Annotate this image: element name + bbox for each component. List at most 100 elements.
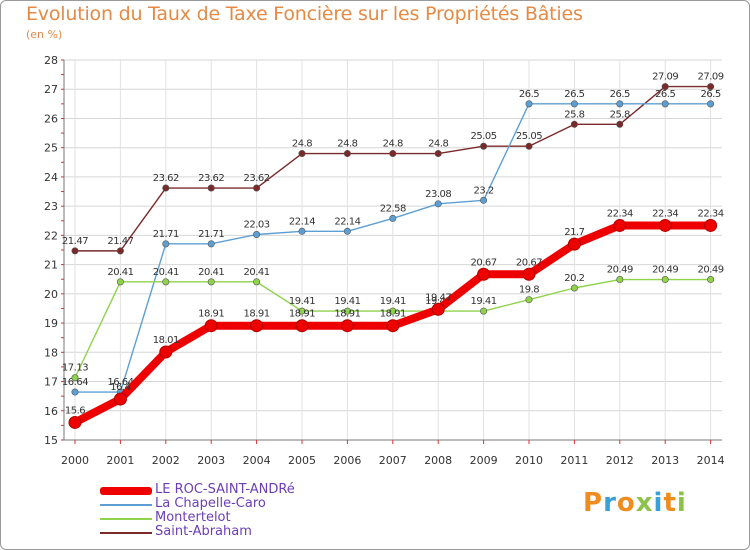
data-label: 23.62 — [244, 173, 270, 184]
data-label: 18.91 — [198, 309, 224, 320]
data-label: 16.64 — [107, 377, 133, 388]
data-label: 26.5 — [564, 89, 584, 100]
data-label: 19.41 — [289, 296, 315, 307]
x-tick-label: 2012 — [606, 454, 634, 467]
data-label: 23.08 — [425, 189, 451, 200]
y-tick-label: 22 — [44, 229, 58, 242]
data-label: 19.41 — [471, 296, 497, 307]
data-point — [661, 276, 669, 284]
data-label: 24.8 — [428, 139, 448, 150]
y-tick-label: 25 — [44, 142, 58, 155]
data-point — [616, 276, 624, 284]
data-point — [477, 267, 491, 281]
data-point — [340, 319, 354, 333]
data-label: 22.14 — [334, 216, 360, 227]
data-label: 20.67 — [471, 257, 497, 268]
data-point — [389, 307, 397, 315]
data-point — [616, 120, 624, 128]
data-label: 22.34 — [652, 208, 678, 219]
data-point — [707, 276, 715, 284]
data-point — [616, 100, 624, 108]
data-label: 20.41 — [107, 267, 133, 278]
data-label: 19.47 — [425, 292, 451, 303]
y-tick-label: 19 — [44, 317, 58, 330]
data-label: 24.8 — [292, 139, 312, 150]
data-label: 20.49 — [698, 265, 724, 276]
data-point — [480, 196, 488, 204]
x-tick-label: 2000 — [61, 454, 89, 467]
data-label: 15.6 — [65, 405, 85, 416]
legend-label: Montertelot — [155, 510, 231, 525]
data-point — [253, 231, 261, 239]
data-label: 25.8 — [564, 109, 584, 120]
data-point — [389, 150, 397, 158]
data-point — [480, 142, 488, 150]
data-point — [298, 150, 306, 158]
data-point — [434, 150, 442, 158]
logo-letter: i — [653, 488, 664, 518]
data-label: 20.49 — [607, 265, 633, 276]
y-tick-label: 23 — [44, 200, 58, 213]
data-label: 18.91 — [380, 309, 406, 320]
data-point — [116, 247, 124, 255]
y-tick-label: 16 — [44, 405, 58, 418]
y-tick-label: 15 — [44, 434, 58, 447]
data-label: 18.91 — [244, 309, 270, 320]
data-label: 21.71 — [198, 229, 224, 240]
data-label: 19.41 — [425, 296, 451, 307]
data-label: 22.58 — [380, 203, 406, 214]
data-label: 19.41 — [334, 296, 360, 307]
logo-letter: t — [663, 488, 677, 518]
logo-letter: P — [583, 488, 604, 518]
data-point — [204, 319, 218, 333]
chart-title: Evolution du Taux de Taxe Foncière sur l… — [26, 3, 583, 25]
y-tick-label: 20 — [44, 288, 58, 301]
legend-label: La Chapelle-Caro — [155, 496, 266, 511]
y-tick-label: 26 — [44, 112, 58, 125]
y-tick-label: 18 — [44, 346, 58, 359]
legend-label: LE ROC-SAINT-ANDRé — [155, 482, 295, 497]
legend-item: Saint-Abraham — [100, 524, 360, 540]
logo-letter: o — [616, 488, 636, 518]
x-tick-label: 2010 — [515, 454, 543, 467]
data-point — [525, 296, 533, 304]
data-label: 18.91 — [289, 309, 315, 320]
legend-swatch — [100, 532, 152, 534]
y-tick-label: 24 — [44, 171, 58, 184]
data-point — [658, 218, 672, 232]
x-tick-label: 2001 — [106, 454, 134, 467]
data-label: 20.49 — [652, 265, 678, 276]
x-tick-label: 2007 — [379, 454, 407, 467]
data-label: 18.91 — [334, 309, 360, 320]
legend-swatch — [100, 518, 152, 520]
data-label: 18.01 — [153, 335, 179, 346]
data-point — [570, 120, 578, 128]
data-point — [113, 392, 127, 406]
x-tick-label: 2004 — [243, 454, 271, 467]
x-tick-label: 2002 — [152, 454, 180, 467]
data-point — [525, 142, 533, 150]
data-point — [71, 247, 79, 255]
data-label: 25.8 — [610, 109, 630, 120]
data-label: 22.03 — [244, 220, 270, 231]
data-point — [707, 100, 715, 108]
x-tick-label: 2006 — [333, 454, 361, 467]
y-tick-label: 21 — [44, 259, 58, 272]
x-tick-label: 2008 — [424, 454, 452, 467]
data-label: 23.62 — [153, 173, 179, 184]
data-point — [434, 200, 442, 208]
data-label: 22.34 — [607, 208, 633, 219]
legend-swatch — [100, 504, 152, 506]
data-point — [116, 278, 124, 286]
data-point — [570, 100, 578, 108]
data-point — [661, 83, 669, 91]
data-label: 26.5 — [655, 89, 675, 100]
data-label: 23.62 — [198, 173, 224, 184]
data-label: 16.4 — [110, 382, 130, 393]
data-point — [707, 83, 715, 91]
data-point — [567, 237, 581, 251]
logo-letter: r — [603, 488, 617, 518]
data-point — [298, 307, 306, 315]
logo-letter: i — [676, 488, 687, 518]
y-tick-label: 27 — [44, 83, 58, 96]
